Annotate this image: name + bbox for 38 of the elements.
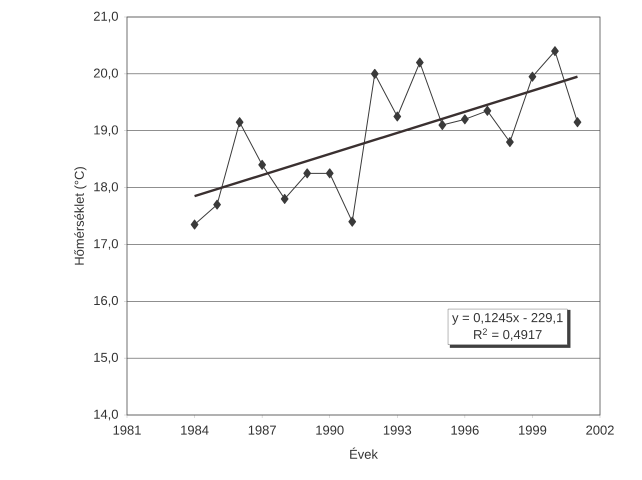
point bbox=[213, 200, 221, 210]
point bbox=[348, 216, 356, 227]
y-tick-label: 16,0 bbox=[94, 296, 118, 307]
point bbox=[393, 112, 402, 122]
point bbox=[528, 72, 536, 82]
x-tick-label: 1999 bbox=[519, 426, 546, 435]
x-axis-title: Évek bbox=[350, 448, 378, 459]
point bbox=[236, 117, 244, 128]
point bbox=[326, 168, 334, 178]
x-tick-label: 1996 bbox=[451, 426, 479, 435]
point bbox=[574, 117, 582, 128]
point bbox=[258, 160, 266, 170]
annotation: y = 0,1245x - 229,1 bbox=[452, 313, 563, 325]
point bbox=[506, 137, 514, 148]
point bbox=[460, 114, 469, 124]
point bbox=[280, 194, 289, 204]
point bbox=[190, 220, 198, 230]
y-tick-label: 14,0 bbox=[94, 410, 118, 420]
y-tick-label: 19,0 bbox=[94, 125, 118, 136]
y-tick-label: 15,0 bbox=[94, 352, 118, 364]
x-tick-label: 1984 bbox=[181, 426, 209, 435]
point bbox=[370, 68, 379, 79]
x-tick-label: 2002 bbox=[586, 426, 614, 435]
x-tick-label: 1990 bbox=[316, 426, 344, 435]
x-tick-label: 1981 bbox=[114, 426, 141, 435]
x-tick-label: 1993 bbox=[384, 426, 412, 435]
y-tick-label: 20,0 bbox=[94, 68, 118, 80]
point bbox=[416, 57, 424, 68]
point bbox=[303, 168, 312, 178]
annotation: R$^{2}$ = 0,4917 bbox=[474, 328, 542, 341]
y-axis-title: Hőmérséklet (°C) bbox=[74, 167, 86, 265]
y-tick-label: 18,0 bbox=[94, 182, 118, 193]
point bbox=[484, 106, 492, 116]
point bbox=[551, 46, 559, 56]
y-tick-label: 17,0 bbox=[94, 239, 118, 250]
y-tick-label: 21,0 bbox=[94, 12, 118, 22]
x-tick-label: 1987 bbox=[248, 426, 276, 435]
point bbox=[438, 120, 446, 130]
